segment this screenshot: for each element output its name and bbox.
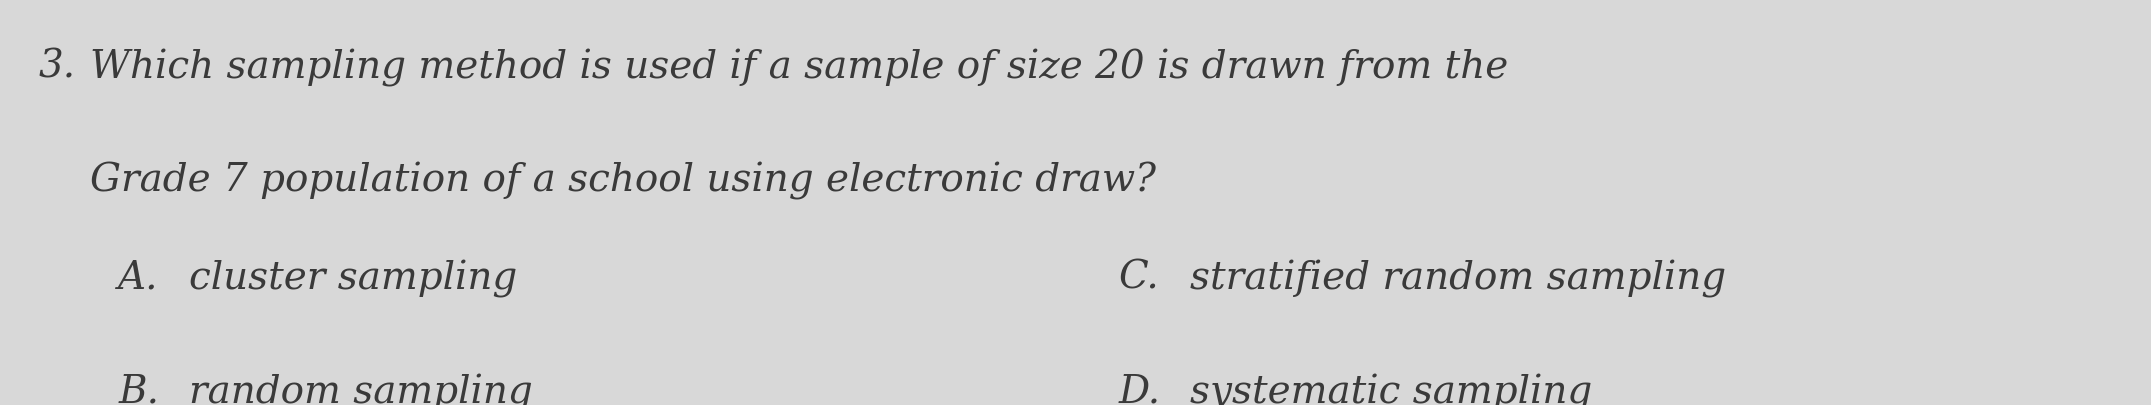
Text: cluster sampling: cluster sampling [189,259,518,297]
Text: A.: A. [118,259,159,296]
Text: 3.: 3. [39,49,75,85]
Text: random sampling: random sampling [189,373,533,405]
Text: stratified random sampling: stratified random sampling [1190,259,1725,297]
Text: B.: B. [118,373,159,405]
Text: Which sampling method is used if a sample of size 20 is drawn from the: Which sampling method is used if a sampl… [90,49,1508,87]
Text: D.: D. [1119,373,1162,405]
Text: Grade 7 population of a school using electronic draw?: Grade 7 population of a school using ele… [90,162,1157,200]
Text: systematic sampling: systematic sampling [1190,373,1592,405]
Text: C.: C. [1119,259,1159,296]
